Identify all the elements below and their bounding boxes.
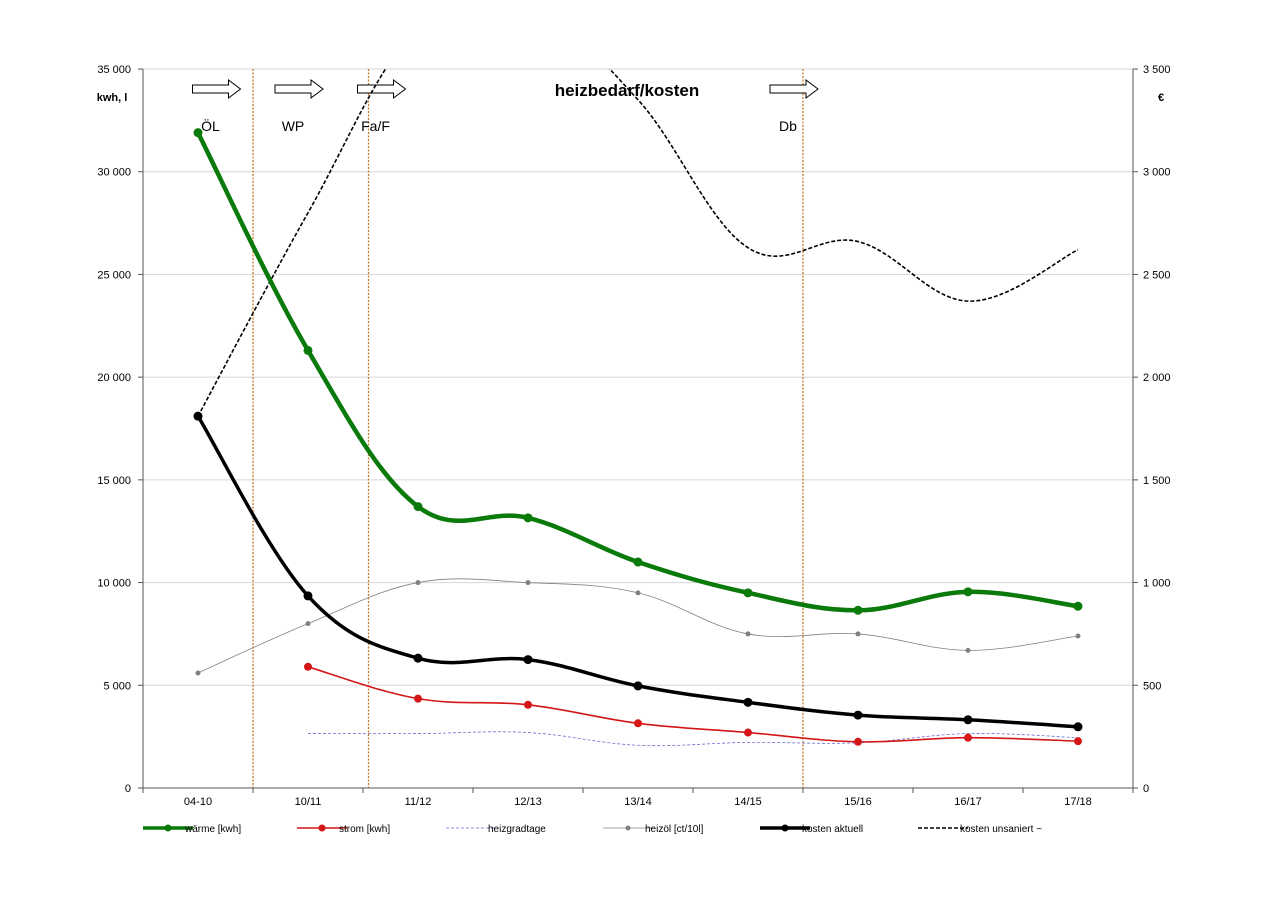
- y-right-tick-label: 500: [1143, 680, 1161, 692]
- legend-label: strom [kwh]: [339, 824, 390, 835]
- data-point: [195, 670, 201, 676]
- y-left-tick-label: 15 000: [97, 475, 131, 487]
- right-axis-label: €: [1158, 92, 1164, 104]
- data-point: [413, 502, 423, 512]
- data-point: [963, 587, 973, 597]
- series-0: [193, 128, 1083, 615]
- legend-label: wärme [kwh]: [184, 824, 241, 835]
- y-left-tick-label: 5 000: [103, 680, 131, 692]
- data-point: [635, 590, 641, 596]
- x-tick-label: 12/13: [514, 796, 542, 808]
- data-point: [304, 662, 312, 671]
- phase-arrow-icon: [769, 79, 819, 99]
- data-point: [965, 647, 971, 653]
- data-point: [963, 715, 973, 725]
- phase-label: ÖL: [201, 117, 220, 134]
- axes: 0 0 5 000 500 10 000 1 000 15 000 1 500 20 000 2 …: [97, 64, 1170, 808]
- x-tick-label: 15/16: [844, 796, 872, 808]
- series: [193, 69, 1083, 747]
- data-point: [1073, 722, 1083, 732]
- series-line: [195, 131, 1079, 613]
- data-point: [413, 653, 423, 663]
- legend-marker: [318, 824, 326, 832]
- data-point: [1073, 601, 1083, 611]
- series-3: [195, 578, 1081, 676]
- legend-label: kosten aktuell: [802, 824, 863, 835]
- data-point: [633, 681, 643, 691]
- data-point: [855, 631, 861, 637]
- data-point: [745, 631, 751, 637]
- legend-marker: [781, 824, 789, 832]
- data-point: [1075, 633, 1081, 639]
- legend-label: kosten unsaniert ~: [960, 824, 1042, 835]
- phase-arrow-icon: [357, 79, 407, 99]
- data-point: [524, 700, 532, 709]
- y-left-tick-label: 20 000: [97, 372, 131, 384]
- legend: wärme [kwh] strom [kwh] heizgradtage heizöl…: [143, 824, 1042, 835]
- series-line: [307, 666, 1079, 743]
- data-point: [633, 557, 643, 567]
- y-right-tick-label: 0: [1143, 783, 1149, 795]
- x-tick-label: 04-10: [184, 796, 212, 808]
- y-right-tick-label: 1 000: [1143, 578, 1171, 590]
- x-tick-label: 14/15: [734, 796, 762, 808]
- legend-marker: [625, 825, 631, 831]
- legend-label: heizöl [ct/10l]: [645, 824, 704, 835]
- phase-label: WP: [282, 118, 305, 134]
- data-point: [1074, 737, 1082, 746]
- data-point: [854, 737, 862, 746]
- legend-marker: [164, 824, 172, 832]
- phase-label: Db: [779, 118, 797, 134]
- data-point: [193, 128, 203, 138]
- data-point: [414, 694, 422, 703]
- y-right-tick-label: 1 500: [1143, 475, 1171, 487]
- y-left-tick-label: 25 000: [97, 269, 131, 281]
- chart-title: heizbedarf/kosten: [555, 81, 700, 100]
- vertical-markers: [252, 69, 804, 788]
- x-tick-label: 11/12: [405, 796, 432, 808]
- phase-arrow-icon: [274, 79, 324, 99]
- x-tick-label: 13/14: [624, 796, 652, 808]
- data-point: [523, 655, 533, 665]
- y-left-tick-label: 35 000: [97, 64, 131, 76]
- legend-label: heizgradtage: [488, 824, 546, 835]
- data-point: [525, 580, 531, 586]
- y-right-tick-label: 2 500: [1143, 269, 1171, 281]
- y-left-tick-label: 10 000: [97, 578, 131, 590]
- x-tick-label: 16/17: [954, 796, 982, 808]
- left-axis-label: kwh, l: [97, 92, 128, 104]
- data-point: [523, 513, 533, 523]
- data-point: [303, 591, 313, 601]
- series-4: [193, 411, 1083, 732]
- y-right-tick-label: 2 000: [1143, 372, 1171, 384]
- annotations: ÖL WP Fa/F Db: [192, 79, 819, 134]
- series-1: [304, 662, 1082, 746]
- x-tick-label: 17/18: [1064, 796, 1092, 808]
- data-point: [743, 697, 753, 707]
- data-point: [415, 580, 421, 586]
- x-tick-label: 10/11: [295, 796, 322, 808]
- data-point: [853, 710, 863, 720]
- y-left-tick-label: 30 000: [97, 167, 131, 179]
- series-2: [307, 731, 1079, 747]
- data-point: [193, 411, 203, 421]
- series-line: [196, 415, 1079, 729]
- data-point: [744, 728, 752, 737]
- series-5: [197, 69, 1079, 417]
- data-point: [743, 588, 753, 598]
- phase-arrow-icon: [192, 79, 242, 99]
- y-right-tick-label: 3 000: [1143, 167, 1171, 179]
- y-left-tick-label: 0: [125, 783, 131, 795]
- grid: [143, 68, 1133, 686]
- data-point: [305, 621, 311, 627]
- phase-label: Fa/F: [361, 118, 390, 134]
- data-point: [303, 345, 313, 355]
- series-line: [197, 69, 1079, 417]
- y-right-tick-label: 3 500: [1143, 64, 1171, 76]
- data-point: [964, 733, 972, 742]
- data-point: [853, 605, 863, 615]
- data-point: [634, 719, 642, 728]
- series-line: [307, 731, 1079, 747]
